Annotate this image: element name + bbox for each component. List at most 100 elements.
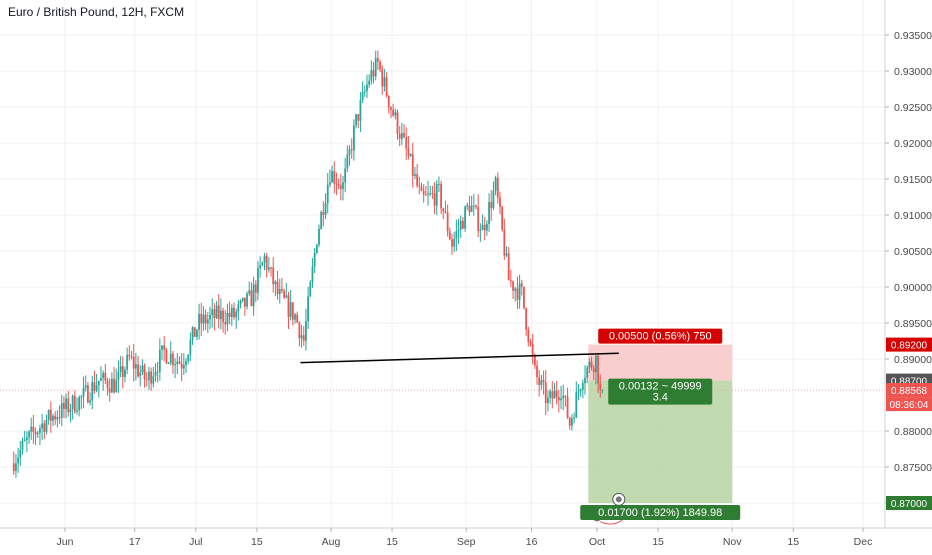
candle-body (344, 168, 347, 183)
candle-body (490, 201, 493, 209)
price-tag-label: 0.88568 (891, 386, 928, 397)
candle-body (555, 390, 558, 397)
candle-body (54, 415, 57, 420)
candle-body (540, 380, 543, 386)
time-axis[interactable]: Jun 17 Jul 15 Aug 15 Sep 16 Oct 15 Nov 15 Dec (57, 528, 873, 548)
candle-body (158, 350, 161, 372)
candle-body (19, 449, 22, 458)
candle-body (281, 288, 283, 291)
candle-body (368, 80, 371, 85)
candle-body (451, 239, 453, 247)
candle-body (553, 390, 556, 399)
candle-body (91, 382, 94, 401)
candle-body (462, 220, 464, 229)
candle-body (206, 319, 209, 324)
candle-body (536, 365, 538, 378)
risk-reward-label-box (608, 378, 713, 405)
candle-body (191, 327, 194, 340)
candle-body (300, 335, 303, 339)
candle-body (453, 238, 456, 247)
price-tick-label: 0.89000 (894, 354, 932, 366)
candle-body (287, 295, 290, 317)
candle-body (21, 440, 24, 450)
candle-body (15, 463, 17, 472)
candle-body (335, 183, 338, 185)
time-tick-label: 15 (386, 536, 398, 548)
candle-body (422, 190, 425, 195)
candle-body (148, 371, 150, 381)
candle-body (36, 432, 39, 435)
candle-body (233, 307, 235, 318)
candle-body (331, 171, 333, 183)
candle-body (82, 388, 85, 397)
candle-body (89, 400, 91, 403)
candle-body (566, 396, 569, 418)
candle-body (568, 417, 571, 426)
candle-body (405, 136, 408, 149)
stop-loss-label-box (598, 328, 723, 344)
candle-body (564, 395, 567, 397)
candle-body (167, 362, 170, 364)
candle-body (444, 211, 447, 213)
time-tick-label: 16 (526, 536, 538, 548)
time-tick-label: 15 (652, 536, 664, 548)
candle-body (383, 77, 386, 87)
candle-body (128, 354, 131, 357)
candle-body (156, 371, 159, 373)
price-tag-label: 0.87000 (891, 499, 928, 510)
candle-body (121, 365, 124, 378)
candle-body (477, 206, 480, 231)
candle-body (169, 353, 172, 363)
candle-body (12, 463, 15, 472)
candle-body (333, 171, 336, 184)
candle-body (193, 327, 196, 337)
candle-body (466, 205, 469, 207)
candle-body (305, 321, 307, 341)
candle-body (39, 428, 41, 433)
candle-body (551, 391, 554, 399)
candle-body (309, 282, 312, 297)
candle-body (254, 284, 257, 293)
candle-body (385, 77, 388, 96)
candle-body (226, 312, 229, 325)
candle-body (47, 410, 50, 421)
candle-body (165, 349, 168, 364)
time-tick-label: Dec (854, 536, 873, 548)
candle-body (200, 313, 203, 324)
candle-body (392, 109, 395, 116)
candle-body (224, 322, 227, 325)
candle-body (455, 231, 458, 239)
candle-body (69, 409, 72, 413)
time-tick-label: Aug (322, 536, 341, 548)
candle-body (163, 345, 166, 350)
candle-body (320, 211, 323, 229)
trendline[interactable] (300, 352, 619, 364)
candle-body (409, 153, 412, 156)
time-tick-label: 17 (129, 536, 141, 548)
candle-body (505, 253, 508, 256)
candle-body (43, 423, 46, 432)
price-tag-label: 08:36:04 (890, 400, 929, 411)
candle-body (549, 391, 552, 398)
candle-body (219, 310, 222, 320)
candle-body (435, 184, 438, 206)
candle-body (189, 339, 192, 355)
candle-body (178, 361, 181, 364)
candle-body (538, 377, 541, 386)
candle-body (237, 304, 240, 312)
time-tick-label: 15 (251, 536, 263, 548)
candle-body (407, 148, 410, 156)
candle-body (49, 410, 52, 421)
candle-body (427, 193, 429, 195)
candle-body (322, 211, 325, 215)
candle-body (329, 182, 331, 185)
candle-body (60, 402, 63, 418)
candle-body (326, 184, 329, 204)
candle-body (379, 61, 381, 70)
candle-body (584, 377, 586, 384)
stop-loss-zone[interactable] (588, 344, 733, 381)
candle-body (514, 288, 517, 291)
candle-body (599, 383, 602, 391)
candle-body (339, 185, 342, 190)
